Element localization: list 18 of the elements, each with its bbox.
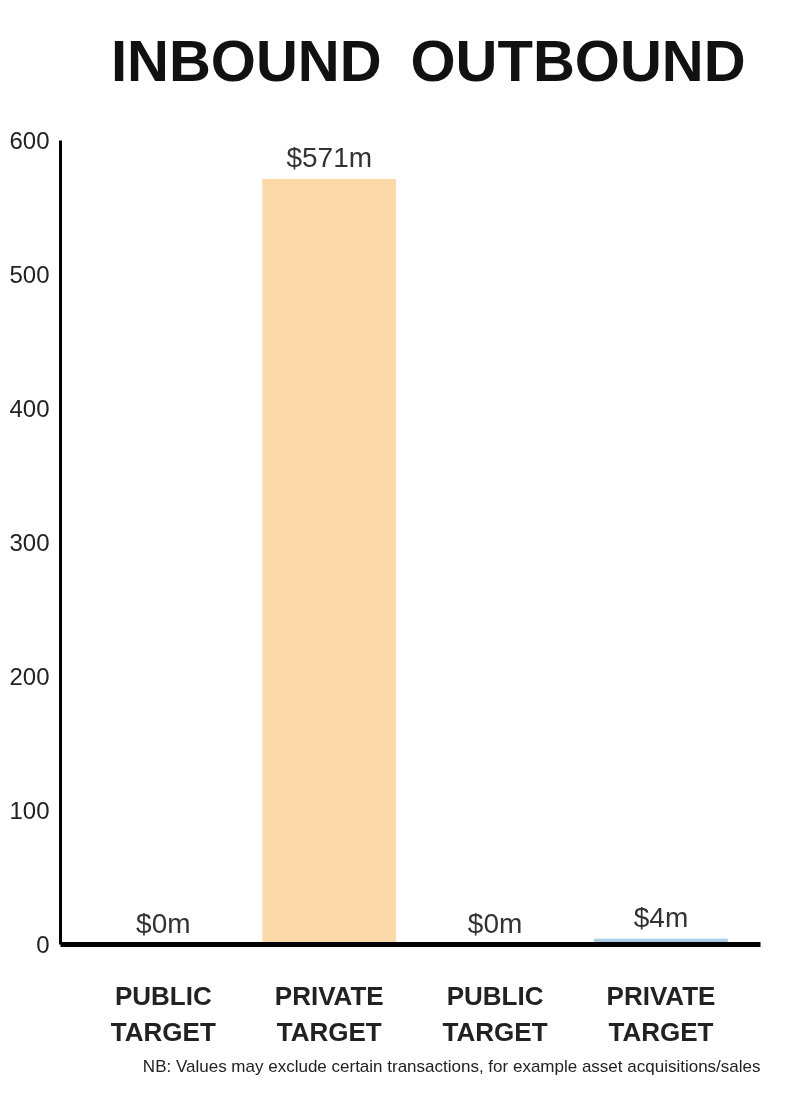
y-tick-label: 600 [9, 127, 50, 154]
data-label: $0m [467, 907, 523, 939]
data-label: $4m [633, 902, 689, 934]
y-tick-label: 200 [9, 663, 50, 690]
text: NB: Values may exclude certain transactions, for example asset acquisitions/sales [142, 1056, 761, 1076]
text: INBOUND [110, 28, 382, 93]
x-tick-label: PUBLIC TARGET [110, 980, 216, 1047]
x-tick-label: PRIVATE TARGET [606, 980, 716, 1047]
y-tick-label: 300 [9, 529, 50, 556]
text: OUTBOUND [410, 28, 746, 93]
data-label: $0m [136, 907, 191, 939]
x-tick-label: PUBLIC TARGET [442, 980, 548, 1047]
data-label: $571m [286, 142, 373, 174]
y-tick-label: 500 [9, 261, 50, 288]
y-tick-label: 100 [9, 797, 50, 824]
y-tick-label: 400 [9, 395, 50, 422]
x-tick-label: PRIVATE TARGET [274, 980, 384, 1047]
y-tick-label: 0 [36, 931, 50, 958]
